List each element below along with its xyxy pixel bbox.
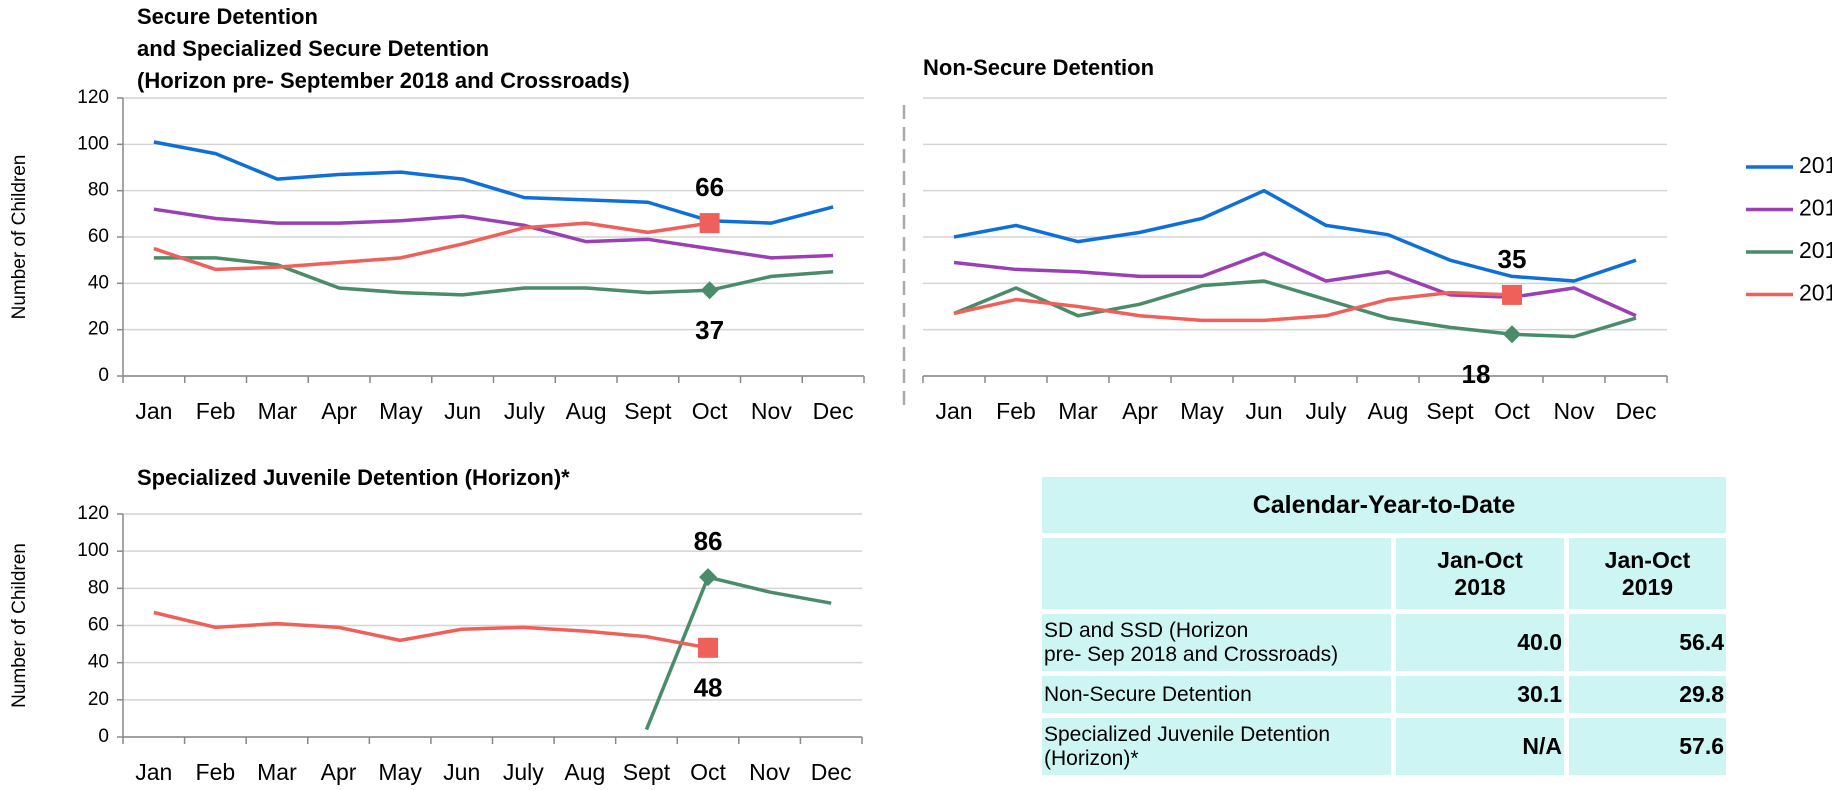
chart-title: Secure Detention [137,4,318,29]
chart-title: Non-Secure Detention [923,55,1154,80]
x-tick-label: Nov [1554,398,1595,424]
series-line [153,610,709,650]
series-line [153,256,834,297]
x-tick-label: Dec [1616,398,1657,424]
cell: 56.4 [1564,609,1731,676]
data-label: 86 [694,526,723,556]
x-tick-label: Feb [196,398,236,424]
x-tick-label: May [1180,398,1224,424]
x-tick-label: Mar [257,759,297,785]
chart-title: (Horizon pre- September 2018 and Crossro… [137,68,630,93]
series-line [953,279,1637,339]
x-tick-label: Dec [813,398,854,424]
x-tick-label: Feb [196,759,236,785]
cell: N/A [1391,713,1569,780]
y-tick-label: 100 [77,133,109,154]
y-tick-label: 20 [88,689,109,710]
data-label: 37 [695,315,724,345]
y-tick-label: 100 [77,540,109,561]
data-label: 66 [695,172,724,202]
marker [699,568,718,587]
x-tick-label: Jan [135,398,172,424]
legend-label: 2017 [1799,195,1832,221]
cell: 57.6 [1564,713,1731,780]
x-tick-label: Dec [811,759,852,785]
y-tick-label: 80 [88,577,109,598]
x-tick-label: Oct [692,398,728,424]
x-tick-label: Oct [690,759,726,785]
x-tick-label: July [504,398,545,424]
x-tick-label: Sept [623,759,671,785]
x-tick-label: May [378,759,422,785]
row-label: Non-Secure Detention [1037,671,1396,718]
x-tick-label: Feb [996,398,1036,424]
y-tick-label: 80 [88,180,109,201]
x-tick-label: May [379,398,423,424]
legend-label: 2019 [1799,280,1832,306]
x-tick-label: Jun [1245,398,1282,424]
marker [1502,284,1522,305]
y-tick-label: 0 [98,365,109,386]
marker [700,281,719,300]
y-tick-label: 0 [98,726,109,747]
x-tick-label: Apr [321,759,357,785]
x-tick-label: Mar [258,398,298,424]
y-axis-label: Number of Children [9,543,30,708]
x-tick-label: Aug [1368,398,1409,424]
marker [698,637,719,658]
series-line [953,251,1637,318]
x-tick-label: July [1306,398,1347,424]
series-line [153,221,710,272]
header: Jan-Oct 2018 [1391,533,1569,614]
y-tick-label: 40 [88,272,109,293]
y-tick-label: 40 [88,652,109,673]
x-tick-label: Jun [444,398,481,424]
series-line [953,188,1637,283]
data-label: 18 [1462,359,1491,389]
x-tick-label: Sept [1426,398,1474,424]
marker [699,213,720,234]
y-tick-label: 120 [77,503,109,524]
x-tick-label: Oct [1494,398,1530,424]
x-tick-label: Sept [624,398,672,424]
series-line [153,140,834,225]
x-tick-label: Apr [1122,398,1158,424]
y-tick-label: 120 [77,87,109,108]
row-label: Specialized Juvenile Detention (Horizon)… [1037,713,1396,780]
x-tick-label: Aug [566,398,607,424]
x-tick-label: Nov [751,398,792,424]
chart-title: Specialized Juvenile Detention (Horizon)… [137,465,570,490]
header-blank [1037,533,1396,614]
marker [1503,325,1521,344]
x-tick-label: July [503,759,544,785]
cell: 30.1 [1391,671,1569,718]
y-axis-label: Number of Children [9,155,30,320]
x-tick-label: Aug [564,759,605,785]
x-tick-label: Apr [321,398,357,424]
y-tick-label: 60 [88,226,109,247]
y-tick-label: 60 [88,615,109,636]
x-tick-label: Mar [1058,398,1098,424]
summary-table: Calendar-Year-to-Date Jan-Oct 2018 Jan-O… [1037,472,1731,780]
chart-title: and Specialized Secure Detention [137,36,489,61]
data-label: 48 [694,673,723,703]
cell: 40.0 [1391,609,1569,676]
x-tick-label: Jan [935,398,972,424]
y-tick-label: 20 [88,319,109,340]
series-line [953,290,1513,323]
x-tick-label: Jan [135,759,172,785]
legend-label: 2018 [1799,237,1832,263]
series-line [644,575,832,731]
x-tick-label: Nov [749,759,790,785]
row-label: SD and SSD (Horizon pre- Sep 2018 and Cr… [1037,609,1396,676]
series-line [153,207,834,260]
legend-label: 2016 [1799,152,1832,178]
table-title: Calendar-Year-to-Date [1037,472,1731,538]
header: Jan-Oct 2019 [1564,533,1731,614]
cell: 29.8 [1564,671,1731,718]
x-tick-label: Jun [443,759,480,785]
data-label: 35 [1498,244,1527,274]
